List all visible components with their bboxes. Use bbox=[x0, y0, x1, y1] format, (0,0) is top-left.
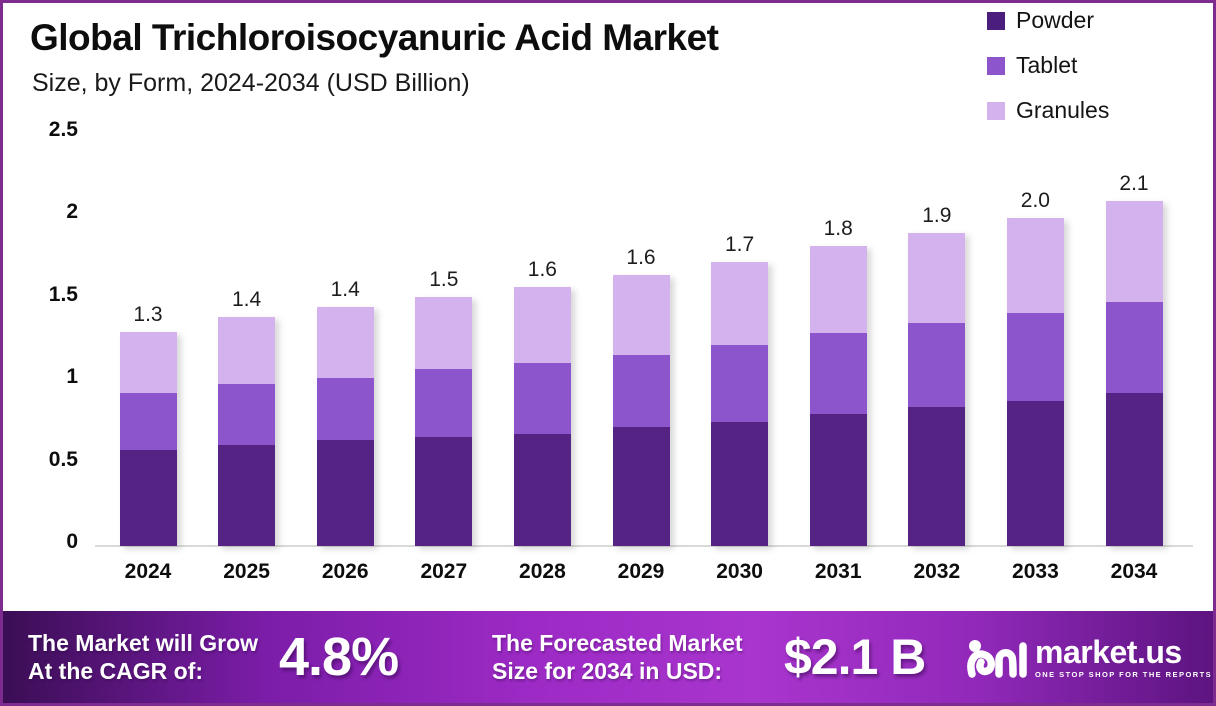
segment-granules-2026 bbox=[316, 306, 374, 378]
legend-item-granules: Granules bbox=[987, 97, 1109, 123]
segment-tablet-2032 bbox=[908, 323, 966, 408]
logo-tagline: ONE STOP SHOP FOR THE REPORTS bbox=[1035, 669, 1213, 679]
segment-granules-2033 bbox=[1006, 217, 1064, 314]
legend-item-tablet: Tablet bbox=[987, 52, 1109, 78]
bar-total-label: 1.7 bbox=[724, 233, 755, 257]
legend-label: Granules bbox=[1016, 97, 1110, 123]
segment-tablet-2031 bbox=[809, 333, 867, 414]
x-axis-label-2027: 2027 bbox=[420, 560, 468, 583]
y-tick-label: 2 bbox=[66, 200, 78, 223]
segment-granules-2030 bbox=[711, 262, 769, 345]
segment-granules-2025 bbox=[218, 316, 276, 385]
x-axis-label-2034: 2034 bbox=[1110, 560, 1158, 583]
segment-tablet-2024 bbox=[119, 392, 177, 451]
stacked-bar-2031: 1.8 bbox=[809, 217, 867, 546]
x-axis-label-2029: 2029 bbox=[617, 560, 665, 583]
bar-total-label: 1.6 bbox=[626, 246, 656, 270]
segment-granules-2031 bbox=[809, 245, 867, 334]
segment-granules-2029 bbox=[612, 275, 670, 355]
forecast-value: $2.1 B bbox=[784, 629, 926, 685]
cagr-value: 4.8% bbox=[279, 627, 399, 687]
market-us-logo: market.us ONE STOP SHOP FOR THE REPORTS bbox=[965, 629, 1212, 685]
bar-total-label: 1.9 bbox=[922, 203, 952, 227]
stacked-bar-2029: 1.6 bbox=[612, 246, 670, 546]
bottom-banner: The Market will Grow At the CAGR of: 4.8… bbox=[3, 611, 1213, 703]
segment-tablet-2027 bbox=[415, 369, 473, 438]
chart-title: Global Trichloroisocyanuric Acid Market bbox=[30, 17, 719, 58]
bar-total-label: 1.5 bbox=[429, 267, 459, 291]
segment-granules-2032 bbox=[908, 232, 966, 324]
stacked-bar-2028: 1.6 bbox=[513, 258, 571, 546]
x-axis-label-2031: 2031 bbox=[814, 560, 862, 583]
x-axis-label-2026: 2026 bbox=[321, 560, 369, 583]
y-tick-label: 0.5 bbox=[48, 447, 78, 471]
stacked-bar-2026: 1.4 bbox=[316, 278, 374, 546]
bar-total-label: 1.8 bbox=[823, 216, 853, 240]
stacked-bar-2025: 1.4 bbox=[218, 288, 276, 546]
logo-wordmark: market.us bbox=[1035, 633, 1182, 670]
stacked-bar-2024: 1.3 bbox=[119, 303, 177, 547]
stacked-bar-2027: 1.5 bbox=[415, 268, 473, 546]
stacked-bar-2034: 2.1 bbox=[1105, 172, 1163, 546]
legend-label: Powder bbox=[1016, 7, 1094, 33]
y-tick-label: 0 bbox=[66, 530, 78, 553]
legend: Powder Tablet Granules bbox=[987, 7, 1109, 146]
cagr-caption: The Market will Grow At the CAGR of: bbox=[28, 630, 259, 684]
bars-container: 1.3 1.4 1.4 1.5 1.6 1.6 1.7 1.8 1.9 2.0 2.1 bbox=[95, 133, 1195, 546]
segment-granules-2034 bbox=[1105, 201, 1163, 302]
segment-powder-2026 bbox=[316, 440, 374, 546]
y-tick-label: 2.5 bbox=[48, 117, 78, 141]
logo-text-block: market.us ONE STOP SHOP FOR THE REPORTS bbox=[1035, 636, 1212, 679]
y-tick-label: 1 bbox=[66, 365, 78, 388]
x-axis-label-2028: 2028 bbox=[519, 560, 566, 583]
forecast-caption: The Forecasted Market Size for 2034 in U… bbox=[492, 630, 743, 684]
segment-powder-2033 bbox=[1006, 400, 1064, 546]
bar-total-label: 2.0 bbox=[1020, 188, 1050, 212]
x-axis-label-2033: 2033 bbox=[1012, 560, 1059, 583]
x-axis-label-2025: 2025 bbox=[223, 560, 270, 583]
segment-powder-2027 bbox=[415, 437, 473, 546]
segment-granules-2028 bbox=[513, 286, 571, 363]
bar-total-label: 1.4 bbox=[330, 277, 360, 301]
segment-granules-2027 bbox=[415, 296, 473, 370]
x-axis-labels: 2024 2025 2026 2027 2028 2029 2030 2031 2032 2033… bbox=[95, 560, 1195, 586]
x-axis-line bbox=[95, 545, 1193, 547]
powder-swatch-icon bbox=[987, 11, 1005, 30]
x-axis-label-2032: 2032 bbox=[913, 560, 961, 583]
x-axis-label-2024: 2024 bbox=[124, 560, 172, 583]
segment-tablet-2030 bbox=[711, 344, 769, 423]
chart-subtitle: Size, by Form, 2024-2034 (USD Billion) bbox=[32, 69, 470, 97]
stacked-bar-2032: 1.9 bbox=[908, 204, 966, 547]
bar-total-label: 1.3 bbox=[133, 302, 163, 326]
y-tick-label: 1.5 bbox=[48, 282, 78, 306]
granules-swatch-icon bbox=[987, 101, 1005, 120]
segment-tablet-2025 bbox=[218, 384, 276, 446]
tablet-swatch-icon bbox=[987, 56, 1005, 75]
segment-tablet-2029 bbox=[612, 354, 670, 428]
legend-label: Tablet bbox=[1016, 52, 1078, 78]
segment-powder-2029 bbox=[612, 427, 670, 546]
segment-powder-2031 bbox=[809, 413, 867, 546]
bar-total-label: 1.4 bbox=[231, 287, 262, 311]
segment-powder-2032 bbox=[908, 407, 966, 546]
market-us-logo-icon bbox=[967, 640, 1027, 678]
segment-powder-2034 bbox=[1105, 392, 1163, 546]
segment-tablet-2033 bbox=[1006, 313, 1064, 401]
segment-tablet-2034 bbox=[1105, 301, 1163, 393]
bar-total-label: 1.6 bbox=[527, 257, 557, 281]
legend-item-powder: Powder bbox=[987, 7, 1109, 33]
segment-powder-2025 bbox=[218, 445, 276, 546]
segment-tablet-2026 bbox=[316, 377, 374, 441]
segment-powder-2030 bbox=[711, 422, 769, 546]
segment-powder-2028 bbox=[513, 433, 571, 546]
x-axis-label-2030: 2030 bbox=[716, 560, 763, 583]
segment-granules-2024 bbox=[119, 331, 177, 393]
bar-total-label: 2.1 bbox=[1119, 172, 1149, 196]
stacked-bar-2033: 2.0 bbox=[1006, 189, 1064, 546]
segment-tablet-2028 bbox=[513, 362, 571, 434]
segment-powder-2024 bbox=[119, 450, 177, 546]
stacked-bar-2030: 1.7 bbox=[711, 233, 769, 546]
